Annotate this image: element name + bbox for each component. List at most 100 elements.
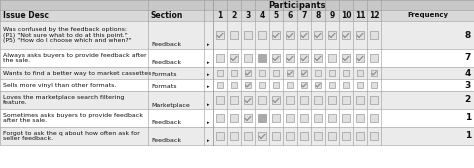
Bar (300, 31, 308, 39)
Text: Sells more vinyl than other formats.: Sells more vinyl than other formats. (3, 82, 117, 88)
Bar (286, 54, 294, 62)
Text: 7: 7 (465, 53, 471, 62)
Text: Feedback: Feedback (151, 43, 181, 48)
Bar (244, 54, 252, 62)
Text: ▸: ▸ (207, 138, 210, 143)
Text: 4: 4 (259, 11, 264, 20)
Bar (356, 31, 364, 39)
Bar (287, 82, 293, 88)
Text: Participants: Participants (268, 1, 326, 10)
Bar (230, 132, 238, 140)
Bar (328, 114, 336, 122)
Bar (328, 82, 335, 88)
Bar (272, 96, 280, 104)
Bar (356, 96, 364, 104)
Text: Issue Desc: Issue Desc (3, 11, 49, 20)
Bar (286, 96, 294, 104)
Bar (328, 31, 336, 39)
Bar (343, 82, 349, 88)
Bar (371, 82, 377, 88)
Bar (328, 132, 336, 140)
Text: 11: 11 (355, 11, 365, 20)
Text: Sometimes asks buyers to provide feedback
after the sale.: Sometimes asks buyers to provide feedbac… (3, 113, 143, 123)
Bar (314, 31, 322, 39)
Bar (0, 91, 474, 109)
Bar (328, 54, 336, 62)
Bar (314, 132, 322, 140)
Bar (342, 132, 350, 140)
Text: 4: 4 (465, 69, 471, 77)
Bar (0, 21, 474, 49)
Bar (301, 70, 307, 76)
Bar (315, 70, 321, 76)
Bar (0, 10, 474, 21)
Bar (272, 132, 280, 140)
Bar (230, 54, 238, 62)
Text: Feedback: Feedback (151, 120, 181, 125)
Bar (259, 82, 265, 88)
Bar (244, 114, 252, 122)
Text: 7: 7 (301, 11, 307, 20)
Bar (244, 96, 252, 104)
Bar (245, 70, 251, 76)
Text: 3: 3 (246, 11, 251, 20)
Text: 1: 1 (218, 11, 223, 20)
Bar (315, 82, 321, 88)
Bar (371, 70, 377, 76)
Bar (301, 82, 307, 88)
Bar (259, 70, 265, 76)
Bar (342, 54, 350, 62)
Text: Loves the marketplace search filtering
feature.: Loves the marketplace search filtering f… (3, 95, 124, 105)
Bar (314, 96, 322, 104)
Text: 3: 3 (465, 80, 471, 90)
Text: 2: 2 (231, 11, 237, 20)
Bar (216, 96, 224, 104)
Bar (370, 54, 378, 62)
Bar (370, 132, 378, 140)
Text: ▸: ▸ (207, 43, 210, 48)
Bar (356, 114, 364, 122)
Bar (0, 67, 474, 79)
Text: Forgot to ask the q about how often ask for
seller feedback.: Forgot to ask the q about how often ask … (3, 131, 140, 141)
Bar (300, 114, 308, 122)
Bar (287, 70, 293, 76)
Bar (217, 70, 223, 76)
Text: ▸: ▸ (207, 60, 210, 66)
Text: 5: 5 (273, 11, 279, 20)
Text: Always asks buyers to provide feedback after
the sale.: Always asks buyers to provide feedback a… (3, 53, 146, 63)
Bar (272, 54, 280, 62)
Text: 12: 12 (369, 11, 379, 20)
Bar (258, 132, 266, 140)
Text: ▸: ▸ (207, 73, 210, 77)
Text: ▸: ▸ (207, 85, 210, 90)
Text: 9: 9 (329, 11, 335, 20)
Bar (244, 132, 252, 140)
Bar (216, 132, 224, 140)
Bar (245, 82, 251, 88)
Text: Feedback: Feedback (151, 60, 181, 66)
Bar (230, 114, 238, 122)
Bar (370, 31, 378, 39)
Bar (273, 82, 279, 88)
Bar (216, 114, 224, 122)
Bar (342, 114, 350, 122)
Text: 1: 1 (465, 132, 471, 140)
Bar (0, 0, 474, 10)
Bar (314, 114, 322, 122)
Bar (370, 96, 378, 104)
Text: ▸: ▸ (207, 120, 210, 125)
Bar (357, 70, 363, 76)
Bar (314, 54, 322, 62)
Text: Was confused by the feedback options:
(P1) "Not sure what to do at this point."
: Was confused by the feedback options: (P… (3, 27, 132, 43)
Text: Section: Section (151, 11, 183, 20)
Bar (230, 31, 238, 39)
Bar (244, 31, 252, 39)
Bar (231, 82, 237, 88)
Text: Formats: Formats (151, 85, 176, 90)
Text: 6: 6 (287, 11, 292, 20)
Bar (356, 132, 364, 140)
Text: 10: 10 (341, 11, 351, 20)
Bar (286, 132, 294, 140)
Bar (328, 70, 335, 76)
Bar (342, 31, 350, 39)
